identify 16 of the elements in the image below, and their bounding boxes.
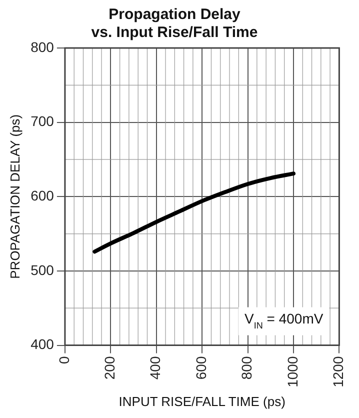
y-tick-label: 700 — [30, 113, 54, 130]
x-tick-label: 1000 — [284, 356, 300, 388]
x-tick-label: 800 — [238, 356, 255, 380]
x-tick-label: 600 — [192, 356, 209, 380]
x-tick-label: 1200 — [330, 356, 346, 388]
x-tick-label: 0 — [56, 356, 72, 364]
y-axis-title: PROPAGATION DELAY (ps) — [7, 114, 22, 279]
line-series — [92, 172, 296, 254]
y-tick-label: 400 — [30, 336, 54, 352]
x-tick-label: 400 — [147, 356, 164, 380]
x-tick-label: 200 — [102, 356, 118, 380]
x-axis-title: INPUT RISE/FALL TIME (ps) — [118, 394, 286, 409]
y-tick-label: 600 — [30, 187, 54, 204]
y-tick-label: 500 — [30, 262, 54, 278]
chart-title: Propagation Delay vs. Input Rise/Fall Time — [91, 6, 258, 42]
y-tick-label: 800 — [30, 38, 54, 55]
